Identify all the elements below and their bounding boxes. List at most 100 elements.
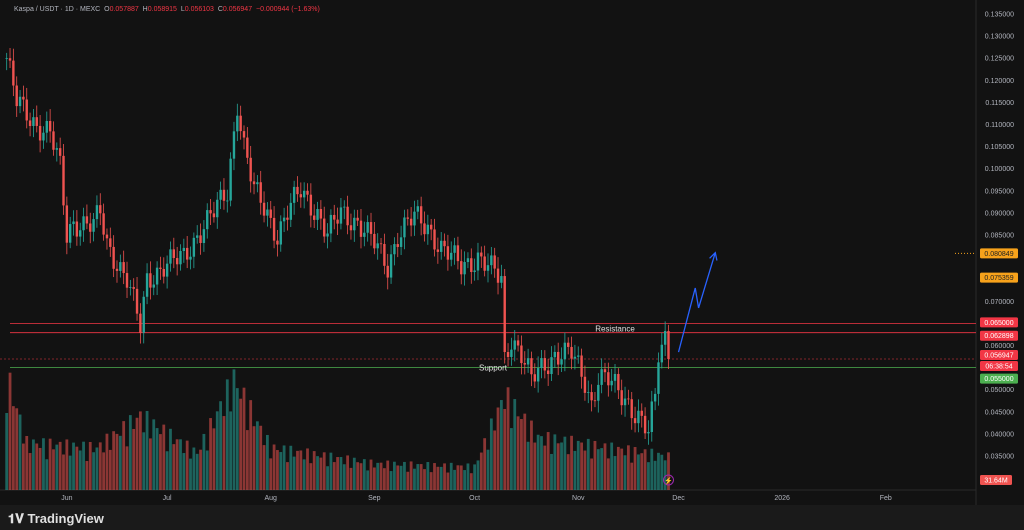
tradingview-logo[interactable]: 𝟏𝐕 TradingView	[8, 511, 104, 527]
time-axis[interactable]: Jun Jul Aug Sep Oct Nov Dec 2026 Feb	[61, 495, 892, 502]
candle-body	[533, 374, 536, 382]
volume-bar	[155, 428, 159, 490]
candle-body	[65, 205, 69, 243]
candle-body	[386, 265, 389, 278]
candle-body	[162, 268, 165, 277]
candle-body	[403, 217, 406, 238]
open-label: O	[104, 6, 110, 13]
candle-body	[196, 235, 199, 238]
brand-name: TradingView	[27, 511, 104, 526]
candle-body	[667, 330, 670, 359]
volume-bar	[172, 444, 176, 490]
price-tick: 0.120000	[985, 78, 1014, 85]
candle-body	[556, 351, 560, 365]
volume-bar	[175, 439, 179, 490]
volume-bar	[633, 447, 637, 490]
volume-bar	[650, 448, 654, 490]
candle-body	[470, 258, 473, 272]
candle-body	[513, 340, 516, 350]
volume-bar	[342, 464, 346, 490]
volume-bar	[15, 408, 19, 490]
candle-body	[292, 186, 296, 203]
volume-bar	[309, 463, 313, 490]
volume-bar	[265, 434, 269, 490]
volume-bar	[212, 428, 216, 490]
volume-bar	[332, 462, 336, 490]
candle-body	[219, 189, 222, 200]
candle-body	[192, 237, 196, 257]
volume-bar	[520, 419, 523, 490]
volume-bar	[466, 463, 470, 490]
candle-body	[48, 121, 52, 132]
volume-bar	[5, 413, 9, 490]
volume-bar	[75, 446, 79, 490]
support-price-label-bg	[980, 373, 1018, 384]
price-tick: 0.090000	[985, 210, 1014, 217]
volume-bar	[286, 462, 289, 490]
volume-bar	[18, 414, 22, 490]
candle-body	[242, 131, 246, 138]
volume-bar	[269, 458, 273, 490]
candle-body	[647, 432, 650, 434]
price-chart[interactable]: 0.135000 0.130000 0.125000 0.120000 0.115000…	[0, 0, 1024, 505]
candle-body	[663, 330, 667, 345]
candle-body	[15, 85, 18, 107]
volume-bar	[78, 450, 82, 490]
candle-body	[563, 342, 567, 360]
resistance-high-price-label-bg	[980, 317, 1018, 328]
support-label: Support	[479, 364, 508, 373]
volume-bar	[88, 441, 92, 490]
candle-body	[95, 205, 99, 220]
volume-bar	[479, 452, 483, 490]
price-axis[interactable]: 0.135000 0.130000 0.125000 0.120000 0.115000…	[980, 12, 1018, 486]
volume-bar	[523, 413, 527, 490]
volume-bar	[52, 449, 55, 490]
candle-body	[222, 189, 226, 201]
low-label: L	[180, 6, 185, 13]
price-tick: 0.050000	[985, 387, 1014, 394]
candle-body	[28, 120, 32, 126]
candle-body	[349, 225, 353, 231]
candle-body	[112, 246, 115, 269]
volume-bar	[606, 458, 610, 490]
volume-bar	[282, 445, 286, 490]
candle-body	[169, 249, 172, 264]
candle-body	[567, 342, 570, 347]
symbol-title[interactable]: Kaspa / USDT · 1D · MEXC	[14, 6, 101, 13]
volume-bar	[416, 464, 420, 490]
volume-bar	[596, 449, 600, 490]
tv-logo-icon: 𝟏𝐕	[8, 511, 28, 526]
candle-body	[419, 206, 423, 224]
candle-body	[329, 214, 333, 234]
volume-bar	[499, 400, 503, 490]
candle-body	[12, 60, 15, 86]
high-label: H	[142, 6, 148, 13]
alert-price-label: 0.080849	[984, 251, 1013, 258]
volume-bar	[279, 452, 283, 490]
lightning-icon	[662, 474, 674, 486]
volume-bar	[145, 410, 149, 490]
volume-bar	[162, 424, 166, 490]
volume-bar	[503, 409, 507, 490]
volume-bar	[386, 460, 390, 490]
volume-bar	[429, 472, 433, 490]
volume-bar	[85, 461, 89, 490]
countdown-label: 06:38:54	[985, 363, 1012, 370]
candle-body	[38, 125, 42, 141]
volume-bar	[393, 461, 396, 490]
volume-bar	[112, 431, 116, 490]
volume-bar	[513, 399, 517, 490]
volume-bar	[276, 450, 279, 490]
volume-bar	[493, 430, 497, 490]
volume-bar	[563, 436, 567, 490]
candle-body	[627, 398, 630, 400]
candle-body	[129, 287, 132, 288]
volume-bar	[329, 452, 333, 490]
arrow-head-icon	[709, 251, 718, 261]
candle-body	[373, 233, 376, 249]
candle-body	[520, 345, 523, 364]
volume-bar	[496, 407, 500, 490]
volume-bar	[362, 459, 366, 490]
candle-body	[135, 288, 139, 314]
volume-bar	[369, 459, 373, 490]
